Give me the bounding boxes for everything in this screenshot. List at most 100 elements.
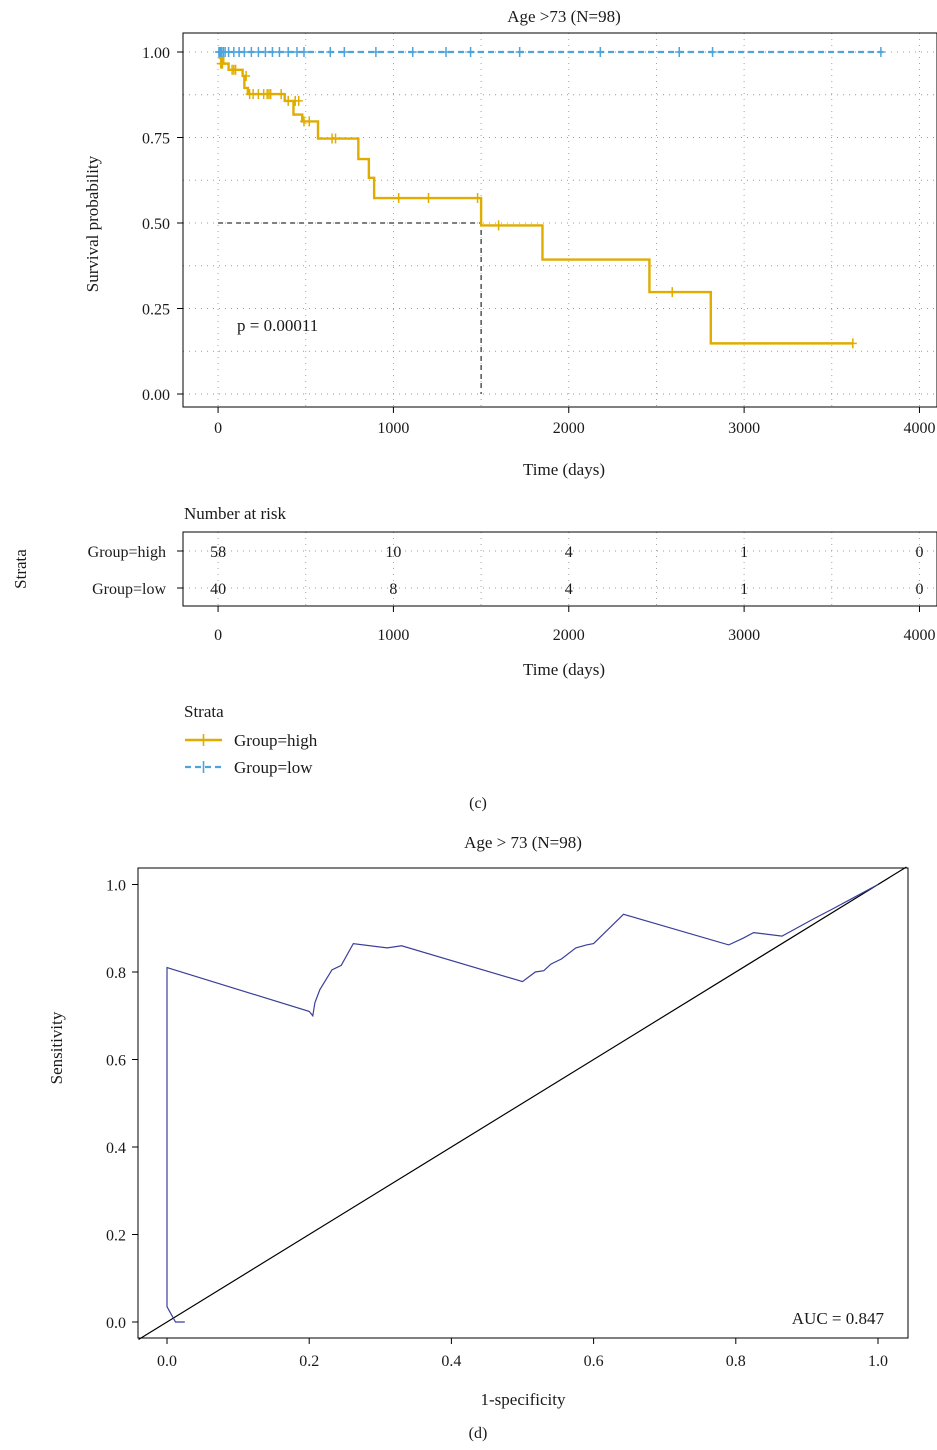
legend-item-high: Group=high <box>185 731 318 750</box>
risk-cell: 10 <box>385 544 401 561</box>
km-y-axis-label: Survival probability <box>83 155 102 292</box>
risk-cell: 40 <box>210 581 226 598</box>
roc-lines <box>138 866 907 1341</box>
km-censor-mark <box>675 47 684 57</box>
roc-title: Age > 73 (N=98) <box>464 833 582 852</box>
km-censor-mark <box>254 47 263 57</box>
km-series-low <box>214 47 885 57</box>
km-censor-mark <box>268 47 277 57</box>
km-censor-mark <box>305 116 314 127</box>
km-censor-mark <box>473 193 482 204</box>
km-censor-mark <box>277 89 286 100</box>
km-censor-mark <box>876 47 885 57</box>
roc-x-tick-label: 0.6 <box>584 1353 604 1370</box>
km-censor-mark <box>275 47 284 57</box>
caption-d: (d) <box>469 1425 488 1442</box>
km-censor-mark <box>242 70 251 81</box>
roc-x-axis-label: 1-specificity <box>481 1390 566 1409</box>
km-panel: Age >73 (N=98) 0.00 0.25 0.50 0.75 1.00 0 100… <box>83 7 937 479</box>
km-censor-mark <box>261 47 270 57</box>
roc-x-axis: 0.0 0.2 0.4 0.6 0.8 1.0 <box>157 1338 888 1370</box>
risk-y-axis-label: Strata <box>11 549 30 589</box>
km-y-axis: 0.00 0.25 0.50 0.75 1.00 <box>142 45 183 404</box>
km-censor-mark <box>596 47 605 57</box>
km-x-tick-label: 1000 <box>377 420 409 437</box>
roc-curve <box>166 883 879 1323</box>
roc-y-tick-label: 0.8 <box>106 965 126 982</box>
km-censor-mark <box>668 287 677 298</box>
km-censor-mark <box>331 133 340 144</box>
risk-cell: 0 <box>915 544 923 561</box>
km-grid <box>183 33 937 407</box>
km-censor-mark <box>515 47 524 57</box>
risk-cell: 4 <box>565 544 573 561</box>
km-censor-mark <box>292 47 301 57</box>
legend-title: Strata <box>184 702 224 721</box>
risk-x-axis-label: Time (days) <box>523 660 605 679</box>
risk-cell: 1 <box>740 544 748 561</box>
km-censor-mark <box>848 338 857 349</box>
km-censor-mark <box>340 47 349 57</box>
km-censor-mark <box>284 95 293 106</box>
risk-cell: 1 <box>740 581 748 598</box>
roc-x-tick-label: 0.4 <box>441 1353 461 1370</box>
roc-y-tick-label: 0.6 <box>106 1053 126 1070</box>
risk-cell: 4 <box>565 581 573 598</box>
km-censor-mark <box>408 47 417 57</box>
km-y-tick-label: 0.00 <box>142 387 170 404</box>
km-censor-mark <box>424 193 433 204</box>
roc-x-tick-label: 0.2 <box>299 1353 319 1370</box>
km-censor-mark <box>218 58 227 69</box>
km-x-axis: 0 1000 2000 3000 4000 <box>214 407 935 437</box>
km-censor-mark <box>442 47 451 57</box>
risk-x-tick-label: 2000 <box>553 627 585 644</box>
risk-cell: 58 <box>210 544 226 561</box>
km-censor-mark <box>708 47 717 57</box>
km-curves <box>214 47 885 394</box>
risk-row-label: Group=high <box>88 544 166 561</box>
risk-cell: 8 <box>389 581 397 598</box>
roc-y-tick-label: 1.0 <box>106 878 126 895</box>
legend-item-low: Group=low <box>185 758 313 777</box>
km-curve-high <box>218 50 853 345</box>
caption-c: (c) <box>469 795 487 812</box>
km-censor-mark <box>284 47 293 57</box>
roc-y-tick-label: 0.0 <box>106 1315 126 1332</box>
risk-cell: 0 <box>915 581 923 598</box>
roc-auc-label: AUC = 0.847 <box>792 1309 885 1328</box>
roc-y-axis-label: Sensitivity <box>47 1011 66 1084</box>
roc-plot-frame <box>137 867 909 1339</box>
roc-x-tick-label: 1.0 <box>868 1353 888 1370</box>
km-y-tick-label: 0.75 <box>142 131 170 148</box>
km-censor-mark <box>231 64 240 75</box>
km-pvalue: p = 0.00011 <box>237 316 318 335</box>
legend-label-low: Group=low <box>234 758 313 777</box>
roc-x-tick-label: 0.8 <box>726 1353 746 1370</box>
risk-x-tick-label: 1000 <box>377 627 409 644</box>
km-censor-mark <box>494 220 503 231</box>
legend-label-high: Group=high <box>234 731 318 750</box>
km-title: Age >73 (N=98) <box>507 7 621 26</box>
km-y-tick-label: 0.50 <box>142 216 170 233</box>
km-plot-frame <box>182 32 937 408</box>
km-censor-mark <box>240 47 249 57</box>
risk-table-frame <box>182 531 937 607</box>
roc-y-axis: 0.0 0.2 0.4 0.6 0.8 1.0 <box>106 878 138 1332</box>
km-x-tick-label: 3000 <box>728 420 760 437</box>
km-series-high <box>216 50 857 349</box>
km-censor-mark <box>466 47 475 57</box>
roc-y-tick-label: 0.2 <box>106 1228 126 1245</box>
km-censor-mark <box>299 47 308 57</box>
km-censor-mark <box>371 47 380 57</box>
risk-x-tick-label: 0 <box>214 627 222 644</box>
km-x-tick-label: 4000 <box>903 420 935 437</box>
km-censor-mark <box>266 89 275 100</box>
roc-x-tick-label: 0.0 <box>157 1353 177 1370</box>
risk-row-label: Group=low <box>92 581 166 598</box>
km-censor-mark <box>394 193 403 204</box>
km-x-tick-label: 0 <box>214 420 222 437</box>
km-y-tick-label: 0.25 <box>142 302 170 319</box>
risk-x-tick-label: 4000 <box>903 627 935 644</box>
km-x-tick-label: 2000 <box>553 420 585 437</box>
